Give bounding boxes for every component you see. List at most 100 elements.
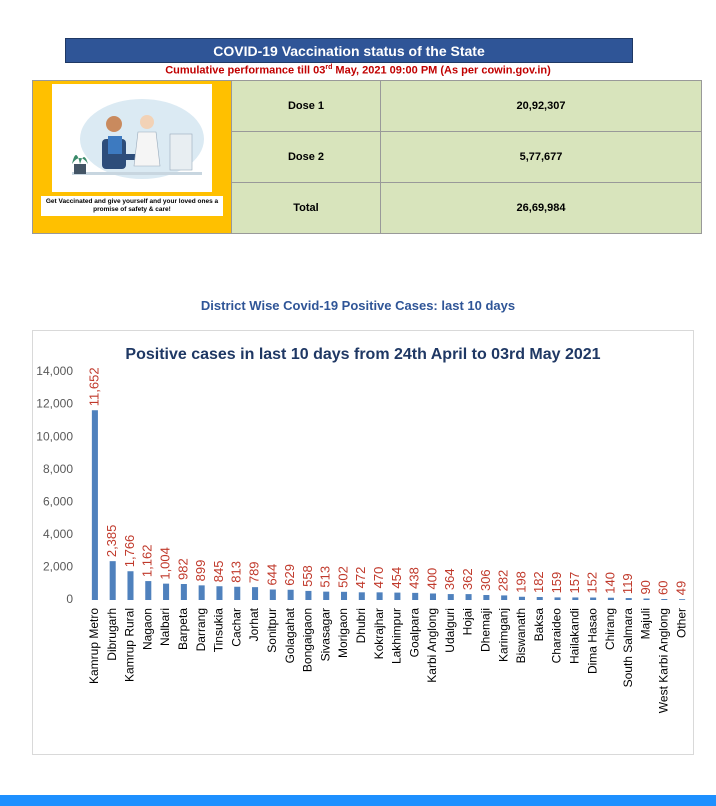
x-tick-label: Charaideo (550, 608, 564, 664)
x-tick-label: Karbi Anglong (425, 608, 439, 683)
x-tick-label: West Karbi Anglong (656, 608, 670, 713)
value-label: 157 (567, 572, 582, 594)
value-label: 470 (371, 567, 386, 589)
x-tick-label: Tinsukia (212, 608, 226, 653)
bar (607, 597, 614, 600)
value-label: 198 (513, 571, 528, 593)
value-label: 152 (585, 572, 600, 594)
x-tick-label: Barpeta (176, 608, 190, 650)
value-label: 364 (442, 568, 457, 590)
bar (447, 594, 454, 600)
bar (429, 593, 437, 600)
bar (305, 590, 312, 600)
value-label: 438 (407, 567, 422, 589)
value-label: 2,385 (104, 525, 119, 558)
value-label: 362 (460, 568, 475, 590)
value-label: 629 (282, 564, 297, 586)
vaccination-table: Get Vaccinated and give yourself and you… (32, 80, 702, 234)
bar (412, 592, 419, 600)
x-tick-label: Morigaon (336, 608, 350, 658)
bar (518, 596, 525, 600)
value-label: 306 (478, 569, 493, 591)
x-tick-label: Kamrup Rural (123, 608, 137, 682)
x-tick-label: Lakhimpur (390, 608, 404, 664)
x-tick-label: Dima Hasao (585, 608, 599, 674)
value-label: 119 (620, 573, 635, 594)
x-tick-label: Bongaigaon (301, 608, 315, 672)
y-tick-label: 2,000 (43, 560, 73, 574)
value-label: 845 (211, 561, 226, 583)
table-cell: Dose 1 (231, 80, 381, 132)
x-tick-label: Goalpara (407, 608, 421, 658)
value-label: 182 (531, 571, 546, 593)
value-label: 60 (656, 581, 671, 595)
x-tick-label: Udalguri (443, 608, 457, 653)
y-tick-label: 12,000 (36, 397, 73, 411)
banner-caption: Get Vaccinated and give yourself and you… (41, 196, 223, 216)
x-tick-label: Baksa (532, 608, 546, 642)
x-tick-label: Sonitpur (265, 608, 279, 653)
x-tick-label: Majuli (639, 608, 653, 639)
bar (216, 586, 223, 600)
bar (501, 595, 508, 600)
table-cell: 26,69,984 (380, 182, 702, 234)
section-title: District Wise Covid-19 Positive Cases: l… (200, 298, 516, 313)
table-cell: Total (231, 182, 381, 234)
subtitle: Cumulative performance till 03rd May, 20… (0, 64, 716, 77)
value-label: 982 (175, 558, 190, 580)
y-tick-label: 4,000 (43, 527, 73, 541)
x-tick-label: Dhemaji (479, 608, 493, 652)
table-cell: Dose 2 (231, 131, 381, 183)
value-label: 140 (602, 572, 617, 594)
bar (661, 599, 668, 600)
bar (643, 598, 650, 600)
bar (590, 597, 597, 600)
value-label: 813 (229, 561, 244, 583)
banner: Get Vaccinated and give yourself and you… (32, 80, 232, 234)
bar (340, 591, 348, 600)
x-tick-label: Nalbari (158, 608, 172, 646)
value-label: 11,652 (86, 367, 101, 406)
illustration (52, 84, 212, 192)
value-label: 502 (335, 566, 350, 588)
x-tick-label: Hojai (461, 608, 475, 635)
x-tick-label: Kokrajhar (372, 608, 386, 659)
value-label: 90 (638, 580, 653, 594)
bar (536, 597, 543, 600)
y-tick-label: 8,000 (43, 462, 73, 476)
bar (269, 589, 276, 600)
bar (483, 595, 490, 600)
value-label: 1,004 (158, 547, 173, 580)
x-tick-label: Karimganj (496, 608, 510, 662)
table-cell: 20,92,307 (380, 80, 702, 132)
x-tick-label: Kamrup Metro (87, 608, 101, 684)
bar (625, 598, 632, 600)
subtitle-sup: rd (325, 64, 333, 71)
value-label: 472 (353, 567, 368, 589)
bar (234, 586, 241, 600)
x-tick-label: Nagaon (140, 608, 154, 650)
value-label: 1,162 (140, 545, 155, 578)
table-cell: 5,77,677 (380, 131, 702, 183)
value-label: 1,766 (122, 535, 137, 568)
value-label: 49 (674, 581, 689, 595)
x-tick-label: Hailakandi (568, 608, 582, 664)
bar (465, 594, 472, 600)
x-tick-label: Jorhat (247, 607, 261, 641)
value-label: 899 (193, 560, 208, 582)
bar (127, 571, 134, 600)
x-tick-label: Dibrugarh (105, 608, 119, 661)
bottom-strip (0, 795, 716, 806)
x-tick-label: Biswanath (514, 608, 528, 663)
value-label: 558 (300, 565, 315, 587)
x-tick-label: Darrang (194, 608, 208, 651)
y-tick-label: 14,000 (36, 364, 73, 378)
value-label: 789 (246, 561, 261, 583)
x-tick-label: Dhubri (354, 608, 368, 643)
header-title: COVID-19 Vaccination status of the State (65, 38, 633, 63)
bar (323, 591, 330, 600)
value-label: 282 (496, 570, 511, 592)
y-tick-label: 10,000 (36, 429, 73, 443)
bar (91, 410, 98, 600)
